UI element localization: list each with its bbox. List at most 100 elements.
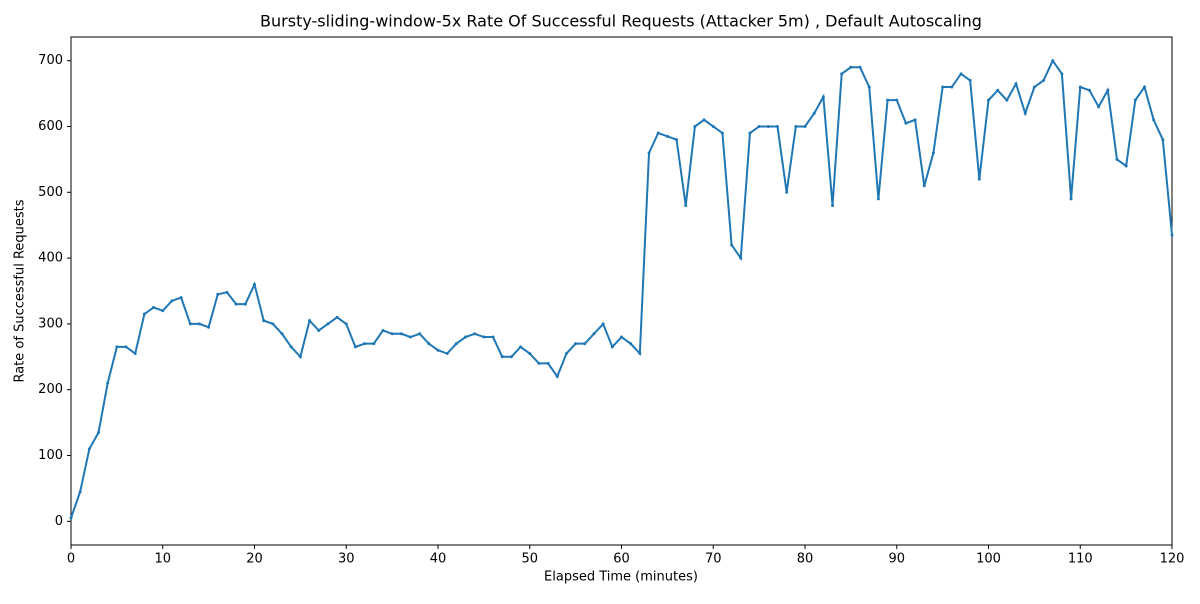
data-point xyxy=(858,65,862,69)
data-point xyxy=(519,345,523,349)
data-point xyxy=(1032,85,1036,89)
data-point xyxy=(216,292,220,296)
data-point xyxy=(895,98,899,102)
data-point xyxy=(509,355,513,359)
data-point xyxy=(785,190,789,194)
data-point xyxy=(968,78,972,82)
data-point xyxy=(1069,197,1073,201)
data-point xyxy=(693,124,697,128)
y-tick-label: 200 xyxy=(38,382,63,397)
x-tick-label: 30 xyxy=(338,552,355,567)
data-point xyxy=(1142,85,1146,89)
data-point xyxy=(528,352,532,356)
data-point xyxy=(1042,78,1046,82)
data-point xyxy=(546,361,550,365)
data-point xyxy=(298,355,302,359)
data-point xyxy=(821,95,825,99)
data-point xyxy=(353,345,357,349)
data-point xyxy=(610,345,614,349)
data-point xyxy=(1170,233,1174,237)
data-point xyxy=(97,430,101,434)
data-point xyxy=(702,118,706,122)
data-point xyxy=(445,352,449,356)
data-point xyxy=(831,203,835,207)
data-point xyxy=(262,319,266,323)
data-point xyxy=(1115,157,1119,161)
y-axis-label: Rate of Successful Requests xyxy=(13,199,28,382)
data-point xyxy=(720,131,724,135)
data-point xyxy=(987,98,990,102)
x-tick-label: 10 xyxy=(154,552,171,567)
data-point xyxy=(234,302,238,306)
data-point xyxy=(326,322,330,326)
data-point xyxy=(179,296,183,300)
x-tick-label: 50 xyxy=(521,552,538,567)
x-axis-label: Elapsed Time (minutes) xyxy=(544,570,698,585)
data-point xyxy=(188,322,192,326)
data-point xyxy=(1060,72,1064,76)
data-point xyxy=(1161,138,1165,142)
x-tick-label: 100 xyxy=(976,552,1001,567)
data-point xyxy=(647,151,651,155)
x-tick-label: 110 xyxy=(1068,552,1093,567)
data-point xyxy=(408,335,412,339)
y-tick-label: 700 xyxy=(38,53,63,68)
data-point xyxy=(106,381,110,385)
data-point xyxy=(904,121,908,125)
plot-frame xyxy=(70,36,1173,546)
data-point xyxy=(1087,88,1091,92)
data-point xyxy=(574,342,578,346)
data-point xyxy=(207,325,211,329)
data-point xyxy=(1078,85,1082,89)
data-point xyxy=(812,111,816,115)
data-point xyxy=(87,447,91,451)
data-point xyxy=(197,322,201,326)
y-tick-label: 100 xyxy=(38,448,63,463)
x-tick-label: 60 xyxy=(613,552,630,567)
data-point xyxy=(253,282,256,286)
data-point xyxy=(803,124,807,128)
data-point xyxy=(271,322,275,326)
data-point xyxy=(766,124,770,128)
data-point xyxy=(849,65,853,69)
y-tick-label: 0 xyxy=(55,514,63,529)
data-point xyxy=(950,85,954,89)
data-point xyxy=(500,355,504,359)
y-tick-label: 300 xyxy=(38,316,63,331)
data-point xyxy=(454,342,458,346)
data-point xyxy=(161,309,165,313)
data-point xyxy=(620,335,623,339)
x-tick-label: 90 xyxy=(888,552,905,567)
data-point xyxy=(876,197,880,201)
data-point xyxy=(418,332,422,336)
data-point xyxy=(482,335,486,339)
x-tick-label: 80 xyxy=(797,552,814,567)
data-point xyxy=(1124,164,1128,168)
data-point xyxy=(977,177,981,181)
data-point xyxy=(78,490,82,494)
data-point xyxy=(1097,105,1101,109)
data-point xyxy=(629,342,633,346)
data-point xyxy=(555,375,559,379)
data-point xyxy=(243,302,247,306)
x-tick-label: 120 xyxy=(1160,552,1185,567)
x-tick-label: 20 xyxy=(246,552,263,567)
data-point xyxy=(381,328,385,332)
data-point xyxy=(464,335,468,339)
data-point xyxy=(840,72,844,76)
data-point xyxy=(399,332,403,336)
data-point xyxy=(656,131,660,135)
data-point xyxy=(592,332,596,336)
x-tick-label: 70 xyxy=(705,552,722,567)
data-point xyxy=(1023,111,1027,115)
data-point xyxy=(638,352,642,356)
data-point xyxy=(308,319,312,323)
data-line xyxy=(70,58,1173,519)
x-tick-label: 0 xyxy=(67,552,75,567)
data-point xyxy=(289,345,293,349)
data-point xyxy=(363,342,367,346)
data-point xyxy=(748,131,752,135)
data-point xyxy=(601,322,605,326)
data-point xyxy=(1014,82,1018,86)
